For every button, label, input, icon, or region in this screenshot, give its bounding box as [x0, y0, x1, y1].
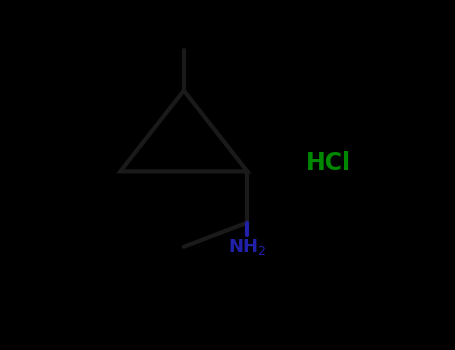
Text: HCl: HCl [306, 151, 351, 175]
Text: NH$_2$: NH$_2$ [228, 237, 267, 257]
